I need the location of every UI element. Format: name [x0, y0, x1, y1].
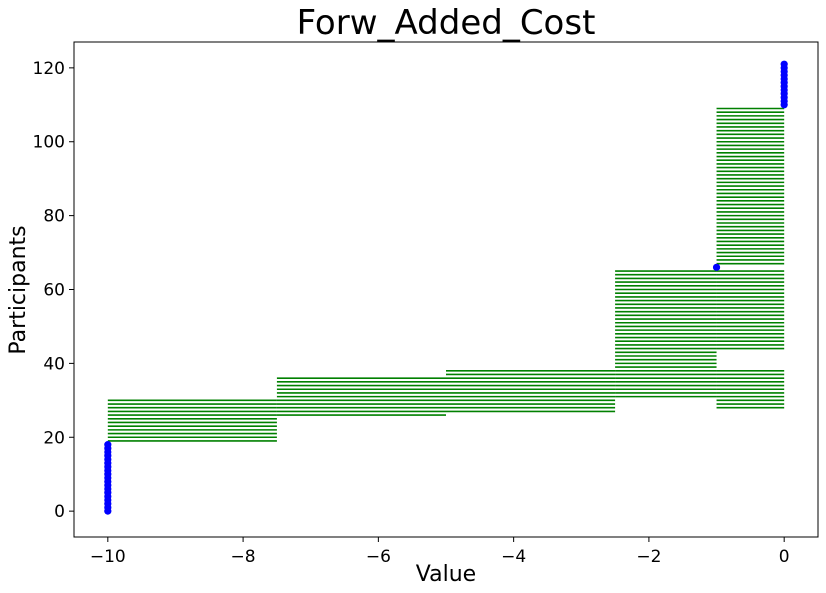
x-axis-label: Value [416, 562, 476, 587]
x-tick-label: −6 [366, 547, 391, 567]
y-tick-label: 40 [43, 354, 65, 374]
data-point [780, 60, 788, 68]
y-tick-label: 120 [33, 59, 65, 79]
x-tick-label: −10 [90, 547, 126, 567]
plot-area [104, 60, 788, 515]
x-axis: −10 −8 −6 −4 −2 0 [90, 537, 790, 567]
y-tick-label: 60 [43, 281, 65, 301]
x-tick-label: −2 [636, 547, 661, 567]
y-tick-label: 0 [54, 502, 65, 522]
chart-title: Forw_Added_Cost [297, 3, 596, 43]
x-tick-label: −8 [231, 547, 256, 567]
y-axis: 0 20 40 60 80 100 120 [33, 59, 74, 522]
y-tick-label: 20 [43, 428, 65, 448]
y-tick-label: 80 [43, 207, 65, 227]
y-axis-label: Participants [6, 225, 31, 354]
data-point [104, 441, 112, 449]
y-tick-label: 100 [33, 133, 65, 153]
x-tick-label: 0 [779, 547, 790, 567]
x-tick-label: −4 [501, 547, 526, 567]
data-point [712, 263, 721, 271]
